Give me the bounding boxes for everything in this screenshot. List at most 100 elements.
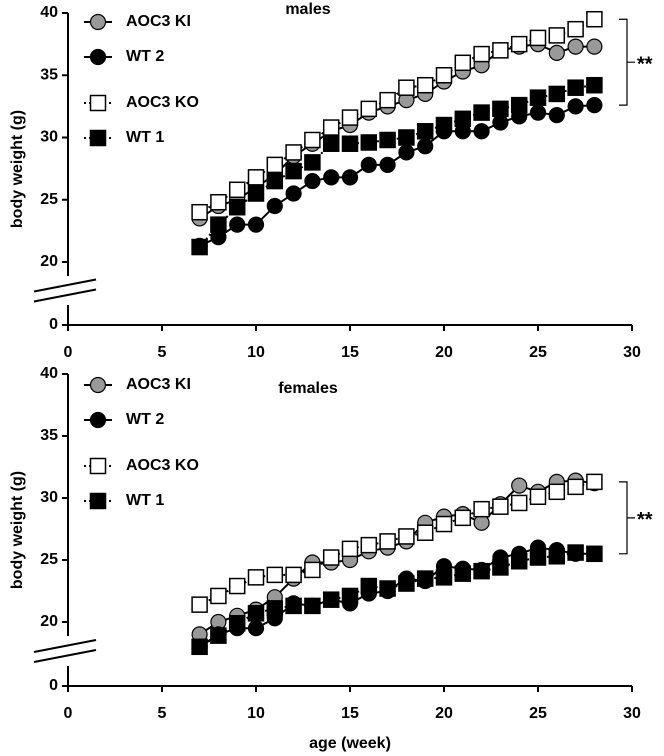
x-tick-label: 20 <box>435 705 453 722</box>
axis-break <box>33 639 97 653</box>
data-point <box>379 91 396 109</box>
data-point <box>398 79 415 96</box>
data-point <box>473 45 490 63</box>
data-point <box>228 198 246 216</box>
y-tick-label: 30 <box>40 129 58 146</box>
data-point <box>473 500 490 518</box>
annotation: ** <box>637 509 653 531</box>
data-point <box>379 580 396 597</box>
data-point <box>341 109 359 126</box>
series-line <box>199 18 595 214</box>
data-point <box>360 577 378 595</box>
data-point <box>322 591 340 608</box>
data-point <box>285 185 302 202</box>
data-point <box>304 597 321 615</box>
data-point <box>511 477 528 494</box>
legend-label: AOC3 KO <box>126 457 199 474</box>
data-point <box>416 123 434 140</box>
data-point <box>567 20 584 38</box>
data-point <box>435 515 453 533</box>
data-point <box>266 566 284 584</box>
data-point <box>398 528 415 545</box>
data-point <box>304 131 321 149</box>
data-point <box>586 76 603 94</box>
x-tick-label: 0 <box>64 705 73 722</box>
data-point <box>586 545 603 563</box>
data-point <box>416 570 434 587</box>
legend-marker <box>89 457 107 475</box>
x-tick-label: 5 <box>158 344 167 361</box>
data-point <box>229 216 246 233</box>
data-point <box>285 144 302 161</box>
series-line <box>199 551 595 648</box>
data-point <box>247 620 265 637</box>
series-line <box>198 84 595 248</box>
legend-label: WT 2 <box>126 411 164 428</box>
data-point <box>247 169 265 186</box>
data-point <box>454 565 472 582</box>
data-point <box>285 566 302 584</box>
data-point <box>492 42 509 59</box>
data-point <box>360 536 378 554</box>
y-axis-label: body weight (g) <box>9 471 26 589</box>
data-point <box>360 134 378 151</box>
data-point <box>567 98 584 115</box>
series-line <box>199 546 595 648</box>
data-point <box>492 559 509 576</box>
y-tick-label: 20 <box>40 253 58 270</box>
data-point <box>398 144 415 161</box>
annotation: ** <box>637 53 653 75</box>
axis-break <box>33 288 97 303</box>
data-point <box>210 193 227 211</box>
legend-marker <box>89 48 107 66</box>
data-point <box>548 85 566 103</box>
data-point <box>398 129 415 146</box>
data-point <box>454 54 472 72</box>
data-point <box>285 162 302 180</box>
data-point <box>322 549 340 566</box>
y-tick-label: 35 <box>40 427 58 444</box>
data-point <box>285 597 302 615</box>
data-point <box>247 185 265 202</box>
y-tick-label: 40 <box>40 4 58 21</box>
legend-marker <box>89 376 107 394</box>
data-point <box>548 27 566 44</box>
x-tick-label: 5 <box>158 705 167 722</box>
data-point <box>529 29 547 47</box>
y-tick-label: 30 <box>40 489 58 506</box>
legend-label: AOC3 KI <box>126 13 191 30</box>
data-point <box>247 216 265 233</box>
x-tick-label: 0 <box>64 344 73 361</box>
data-point <box>435 116 453 134</box>
legend-label: WT 1 <box>126 129 164 146</box>
y-tick-label: 25 <box>40 551 58 568</box>
data-point <box>266 172 284 190</box>
data-point <box>379 131 396 149</box>
data-point <box>473 123 490 140</box>
data-point <box>492 114 509 131</box>
data-point <box>586 473 603 491</box>
data-point <box>416 524 434 541</box>
data-point <box>398 575 415 592</box>
data-point <box>529 549 547 566</box>
legend-marker <box>89 13 107 31</box>
bracket <box>619 481 635 555</box>
bracket <box>619 18 635 106</box>
data-point <box>210 216 227 233</box>
data-point <box>247 605 265 622</box>
y-axis-label: body weight (g) <box>9 110 26 228</box>
y-tick-label: 20 <box>40 613 58 630</box>
series-line <box>199 104 595 247</box>
axis-break <box>33 278 97 293</box>
data-point <box>341 540 359 558</box>
data-point <box>492 100 509 118</box>
data-point <box>191 203 208 221</box>
legend-label: AOC3 KI <box>126 376 191 393</box>
data-point <box>341 169 359 186</box>
data-point <box>266 197 283 215</box>
data-point <box>492 498 509 515</box>
data-point <box>473 514 490 531</box>
x-tick-label: 15 <box>341 344 359 361</box>
data-point <box>529 89 547 106</box>
x-tick-label: 10 <box>247 344 265 361</box>
